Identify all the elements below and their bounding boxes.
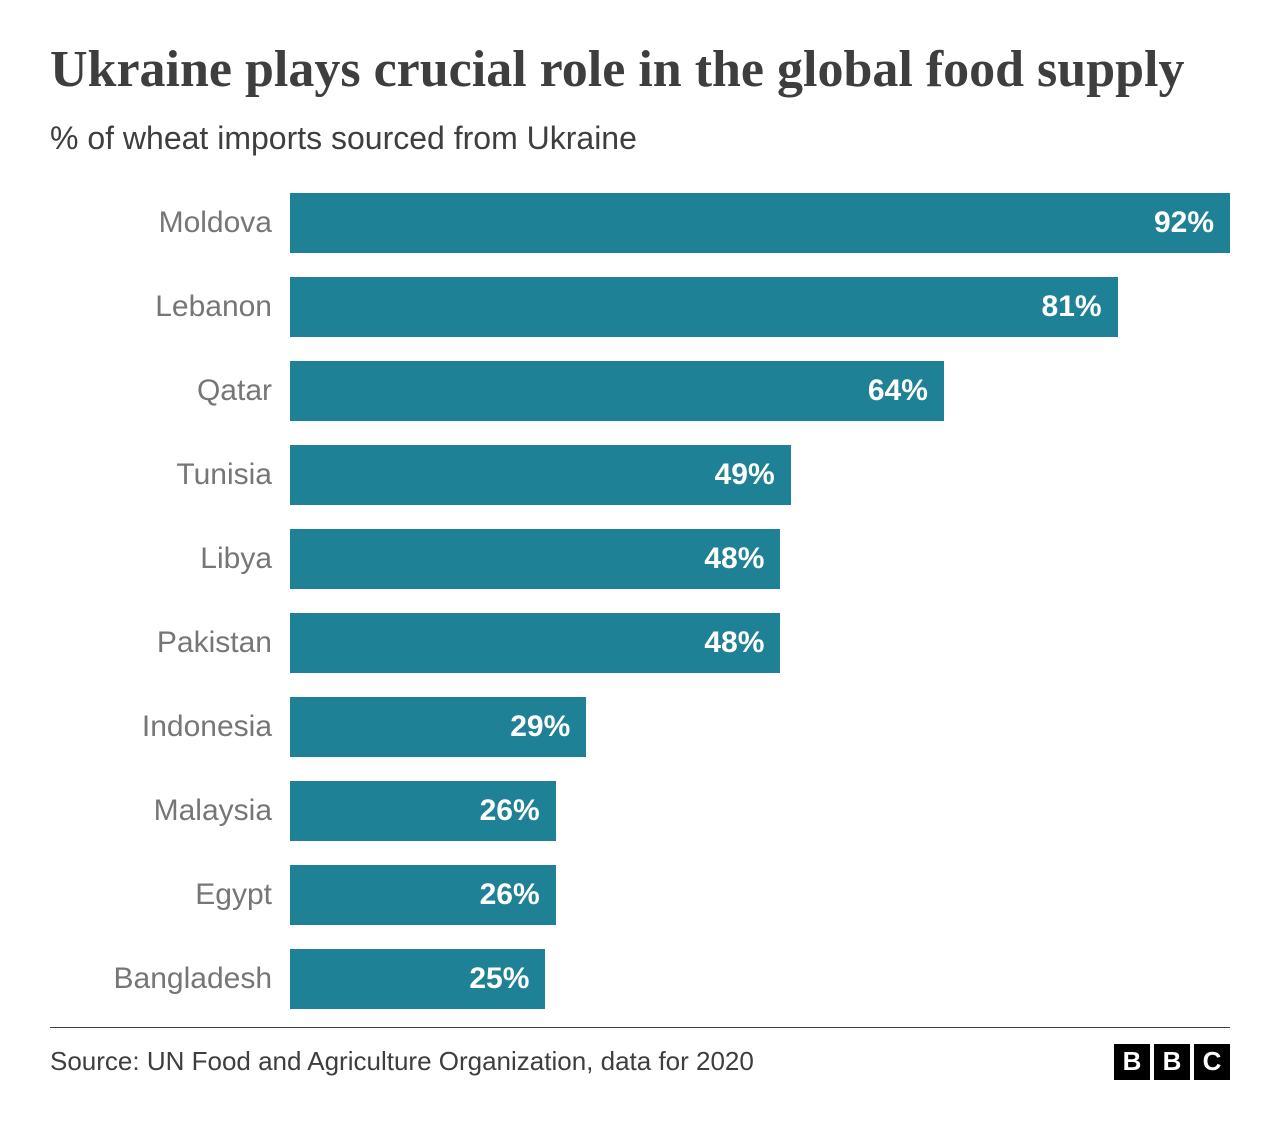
bar-track: 64% [290,361,1230,421]
bar-category-label: Bangladesh [50,962,290,996]
bar-category-label: Malaysia [50,794,290,828]
bar-value-label: 26% [480,794,540,828]
bar: 26% [290,781,556,841]
bar: 29% [290,697,586,757]
bar-chart: Moldova 92% Lebanon 81% Qatar 64% Tunisia 49% Li… [50,187,1230,1015]
chart-footer: Source: UN Food and Agriculture Organiza… [50,1028,1230,1080]
bar: 48% [290,529,780,589]
bar-row: Moldova 92% [50,187,1230,259]
bar-value-label: 49% [715,458,775,492]
bbc-logo: B B C [1114,1044,1230,1080]
bar-row: Indonesia 29% [50,691,1230,763]
bar: 48% [290,613,780,673]
bbc-logo-letter: B [1114,1044,1150,1080]
bar-track: 49% [290,445,1230,505]
bar: 25% [290,949,545,1009]
bar-track: 48% [290,613,1230,673]
bar-row: Pakistan 48% [50,607,1230,679]
bar-category-label: Lebanon [50,290,290,324]
bar-row: Qatar 64% [50,355,1230,427]
bar-track: 92% [290,193,1230,253]
bar-row: Libya 48% [50,523,1230,595]
bar-track: 25% [290,949,1230,1009]
bar-category-label: Pakistan [50,626,290,660]
bar-row: Malaysia 26% [50,775,1230,847]
bar-category-label: Qatar [50,374,290,408]
bar-value-label: 64% [868,374,928,408]
bar: 26% [290,865,556,925]
bar-row: Lebanon 81% [50,271,1230,343]
chart-title: Ukraine plays crucial role in the global… [50,40,1230,100]
bar-track: 26% [290,781,1230,841]
bar-value-label: 48% [704,626,764,660]
bar-track: 29% [290,697,1230,757]
chart-container: Ukraine plays crucial role in the global… [0,0,1280,1130]
bbc-logo-letter: B [1154,1044,1190,1080]
bar-row: Bangladesh 25% [50,943,1230,1015]
bar: 81% [290,277,1118,337]
bar-category-label: Indonesia [50,710,290,744]
source-text: Source: UN Food and Agriculture Organiza… [50,1046,754,1077]
bar-track: 48% [290,529,1230,589]
bar-row: Tunisia 49% [50,439,1230,511]
bar: 64% [290,361,944,421]
bar-category-label: Moldova [50,206,290,240]
bar-value-label: 26% [480,878,540,912]
bar-value-label: 92% [1154,206,1214,240]
bar-value-label: 25% [469,962,529,996]
bar: 92% [290,193,1230,253]
bar-track: 81% [290,277,1230,337]
chart-subtitle: % of wheat imports sourced from Ukraine [50,120,1230,157]
bar-track: 26% [290,865,1230,925]
bbc-logo-letter: C [1194,1044,1230,1080]
bar-value-label: 48% [704,542,764,576]
bar-value-label: 29% [510,710,570,744]
bar: 49% [290,445,791,505]
bar-category-label: Libya [50,542,290,576]
bar-row: Egypt 26% [50,859,1230,931]
bar-category-label: Egypt [50,878,290,912]
bar-value-label: 81% [1042,290,1102,324]
bar-category-label: Tunisia [50,458,290,492]
